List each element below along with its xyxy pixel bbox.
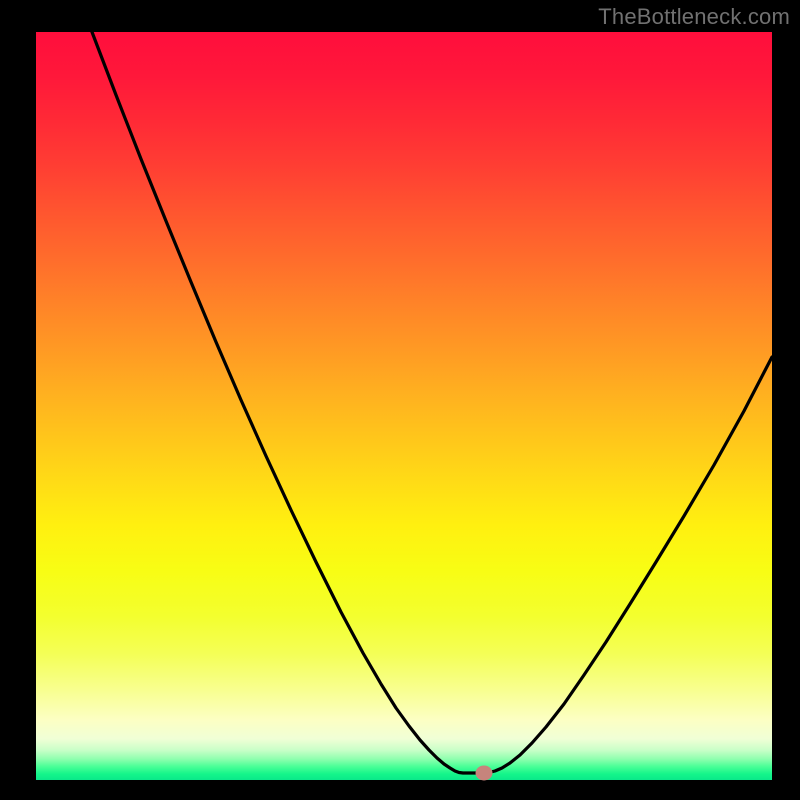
watermark-label: TheBottleneck.com (598, 4, 790, 30)
bottleneck-marker (476, 766, 493, 781)
curve-layer (36, 32, 772, 780)
outer-frame: TheBottleneck.com (0, 0, 800, 800)
plot-area (36, 32, 772, 780)
curve-line (92, 32, 772, 773)
